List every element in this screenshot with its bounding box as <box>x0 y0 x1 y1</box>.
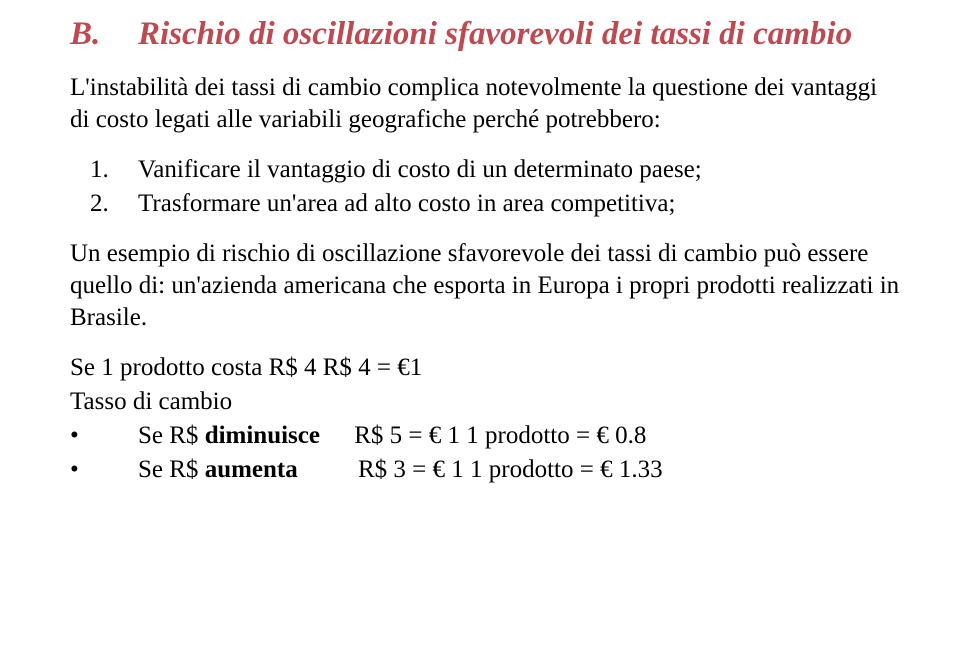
list-text: Trasformare un'area ad alto costo in are… <box>138 190 675 217</box>
example-paragraph: Un esempio di rischio di oscillazione sf… <box>70 238 900 334</box>
bullet-eq: R$ 3 = € 1 1 prodotto = € 1.33 <box>358 454 663 486</box>
bullet-label: Se R$ diminuisce <box>138 422 320 449</box>
list-item: Se R$ aumenta R$ 3 = € 1 1 prodotto = € … <box>70 454 900 486</box>
section-heading: B. Rischio di oscillazioni sfavorevoli d… <box>70 14 900 54</box>
heading-letter: B. <box>70 14 138 54</box>
list-item: 2. Trasformare un'area ad alto costo in … <box>138 188 900 220</box>
document-page: B. Rischio di oscillazioni sfavorevoli d… <box>0 0 960 486</box>
bullet-label: Se R$ aumenta <box>138 456 298 483</box>
intro-paragraph: L'instabilità dei tassi di cambio compli… <box>70 72 900 136</box>
example-line: Se 1 prodotto costa R$ 4 R$ 4 = €1 <box>70 352 900 384</box>
numbered-list: 1. Vanificare il vantaggio di costo di u… <box>70 154 900 220</box>
list-number: 1. <box>90 154 109 186</box>
list-item: 1. Vanificare il vantaggio di costo di u… <box>138 154 900 186</box>
heading-text: Rischio di oscillazioni sfavorevoli dei … <box>138 14 852 54</box>
example-line: Tasso di cambio <box>70 386 900 418</box>
list-text: Vanificare il vantaggio di costo di un d… <box>138 156 702 183</box>
list-number: 2. <box>90 188 109 220</box>
bullet-eq: R$ 5 = € 1 1 prodotto = € 0.8 <box>354 420 646 452</box>
list-item: Se R$ diminuisce R$ 5 = € 1 1 prodotto =… <box>70 420 900 452</box>
example-block: Se 1 prodotto costa R$ 4 R$ 4 = €1 Tasso… <box>70 352 900 486</box>
bullet-list: Se R$ diminuisce R$ 5 = € 1 1 prodotto =… <box>70 420 900 486</box>
